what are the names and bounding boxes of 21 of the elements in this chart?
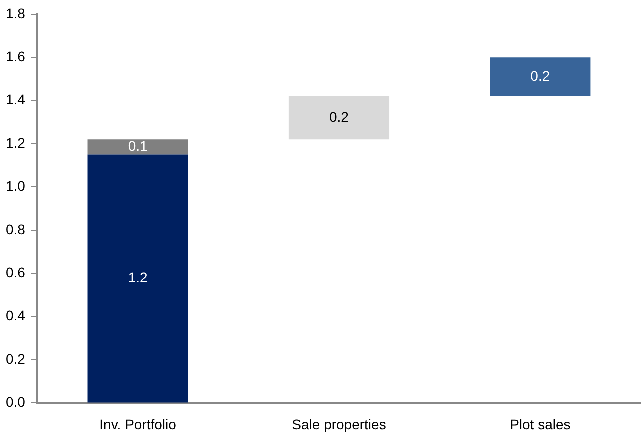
y-tick-label: 0.8 [6, 221, 26, 238]
bar [490, 58, 591, 96]
x-tick-label: Plot sales [510, 416, 571, 432]
y-tick-label: 1.2 [6, 134, 26, 151]
x-tick-label: Sale properties [292, 416, 386, 432]
data-label: 0.2 [530, 68, 550, 84]
bar [88, 154, 188, 403]
bar [88, 140, 188, 155]
x-tick-label: Inv. Portfolio [100, 416, 177, 432]
y-tick-label: 1.8 [6, 5, 26, 22]
data-label: 0.2 [329, 108, 350, 125]
y-tick-label: 1.6 [6, 48, 26, 64]
data-label: 1.2 [128, 270, 148, 286]
bar [288, 96, 390, 140]
y-tick-label: 0.0 [6, 394, 26, 410]
y-tick-label: 0.2 [6, 350, 26, 367]
data-label: 0.1 [128, 138, 148, 154]
y-tick-label: 0.4 [6, 308, 26, 324]
y-tick-label: 1.4 [6, 92, 26, 108]
y-tick-label: 0.6 [6, 264, 26, 280]
y-tick-label: 1.0 [6, 178, 26, 194]
